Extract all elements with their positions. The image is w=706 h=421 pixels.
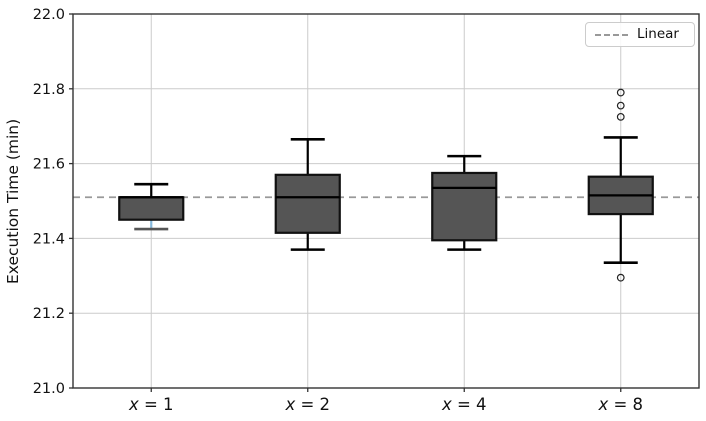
- legend-label: Linear: [637, 25, 679, 42]
- outlier-point: [616, 112, 625, 121]
- y-tick-label: 21.2: [33, 306, 65, 322]
- y-tick-label: 21.6: [33, 157, 65, 173]
- outlier-point: [616, 101, 625, 110]
- legend-dashed-line-icon: [595, 33, 628, 36]
- x-tick-label: x = 2: [284, 395, 330, 414]
- box: [431, 171, 498, 242]
- y-tick-label: 21.4: [33, 231, 65, 247]
- x-tick-label: x = 4: [441, 395, 487, 414]
- y-tick-label: 22.0: [33, 7, 65, 23]
- outlier-point: [616, 273, 625, 282]
- y-tick-label: 21.8: [33, 82, 65, 98]
- outlier-point: [616, 88, 625, 97]
- box: [118, 196, 185, 221]
- box: [274, 173, 341, 234]
- plot-border: [72, 13, 700, 389]
- x-tick-label: x = 1: [128, 395, 174, 414]
- legend: Linear: [585, 22, 695, 47]
- y-tick-label: 21.0: [33, 381, 65, 397]
- y-axis-label: Execution Time (min): [4, 118, 22, 284]
- x-tick-label: x = 8: [597, 395, 643, 414]
